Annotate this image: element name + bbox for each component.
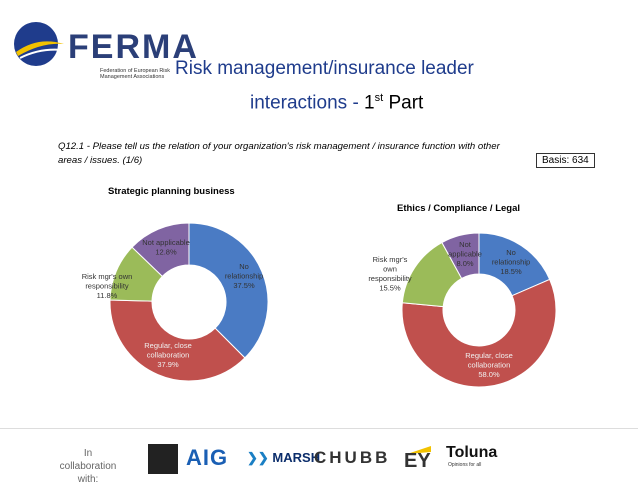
slice-label: No relationship 37.5%: [225, 262, 263, 290]
slice-label: Risk mgr's own responsibility 11.8%: [82, 272, 133, 300]
donut-slice: [441, 232, 480, 280]
sponsor-marsh: ❯❯ MARSH: [247, 450, 320, 466]
logo-subtitle: Federation of European Risk Management A…: [100, 68, 171, 80]
chart2-title: Ethics / Compliance / Legal: [397, 203, 521, 214]
sponsor-toluna: Toluna Opinions for all: [446, 444, 497, 468]
chart1-title: Strategic planning business: [108, 186, 235, 197]
collab-label: In collaboration with:: [59, 448, 117, 485]
donut-slice: [401, 278, 557, 388]
donut-slice: [188, 222, 269, 359]
marsh-text: MARSH: [272, 450, 321, 465]
sponsor-ey: EY: [403, 444, 433, 472]
title-number: 1: [364, 92, 375, 114]
ferma-logo: FERMA Federation of European Risk Manage…: [8, 18, 197, 80]
sponsor-logo-dark: [148, 444, 178, 474]
chart1-donut: No relationship 37.5% Regular, close collabo…: [82, 222, 269, 382]
footer-divider: [0, 428, 638, 429]
title-text: interactions -: [250, 92, 365, 114]
chart2-donut: No relationship 18.5% Regular, close collabo…: [368, 232, 557, 388]
ferma-globe-icon: [14, 22, 64, 66]
sponsor-chubb: CHUBB: [314, 448, 391, 467]
toluna-text: Toluna: [446, 444, 498, 461]
ey-text: EY: [404, 450, 431, 472]
slice-label: No relationship 18.5%: [492, 248, 530, 276]
donut-slice: [131, 222, 190, 278]
slice-label: Regular, close collaboration 58.0%: [465, 351, 513, 379]
title-part: Part: [383, 92, 424, 114]
ey-beam-icon: [407, 446, 431, 454]
title-superscript: st: [374, 92, 384, 104]
slice-label: Regular, close collaboration 37.9%: [144, 341, 192, 369]
sponsor-aig: AIG: [186, 445, 229, 470]
slice-label: Not applicable 8.0%: [448, 240, 482, 268]
slice-label: Risk mgr's own responsibility 15.5%: [368, 255, 412, 293]
basis-badge: Basis: 634: [536, 153, 595, 168]
marsh-chevrons-icon: ❯❯: [247, 450, 269, 465]
toluna-tagline: Opinions for all: [448, 462, 482, 468]
question-text: Q12.1 - Please tell us the relation of y…: [58, 141, 500, 166]
page-title-line1: Risk management/insurance leader: [175, 58, 474, 79]
logo-text: FERMA: [68, 28, 199, 66]
donut-slice: [109, 299, 246, 382]
page-title-line2: interactions - 1st Part: [250, 92, 423, 114]
slice-label: Not applicable 12.8%: [142, 238, 190, 257]
